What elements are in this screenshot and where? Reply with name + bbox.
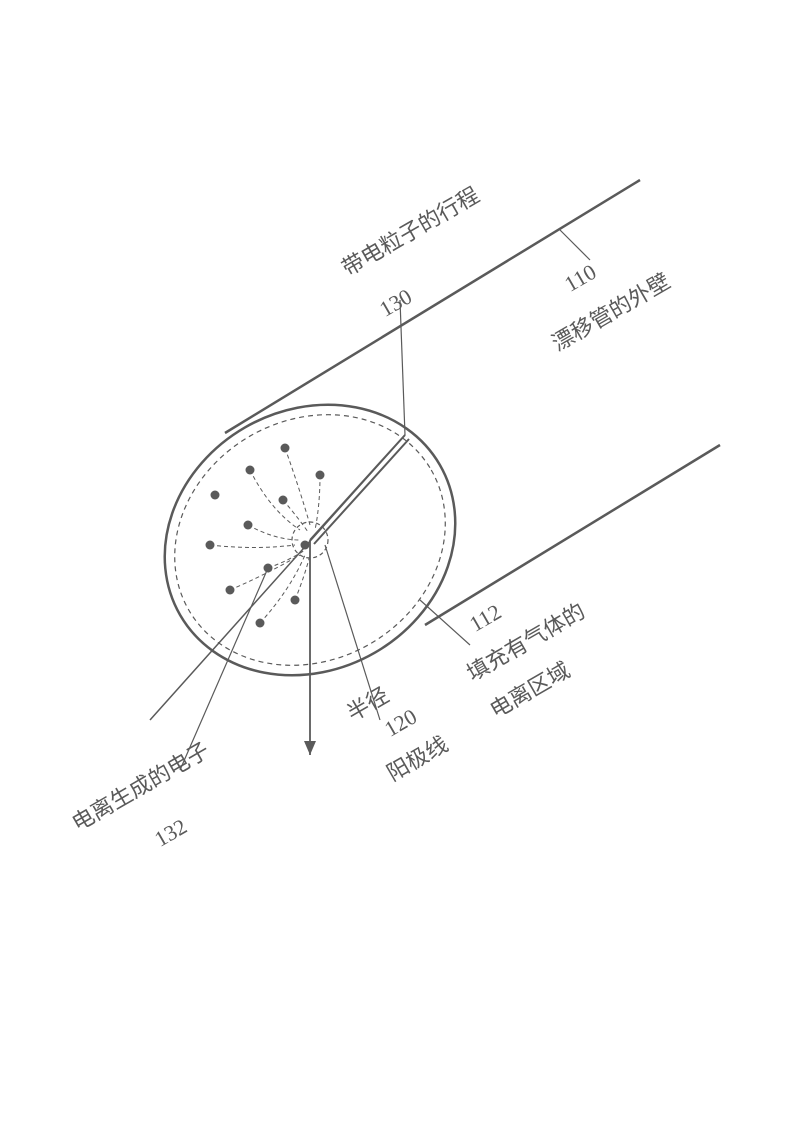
anode-wire-2 — [314, 439, 409, 544]
electron-dot — [291, 596, 300, 605]
anode-wire — [310, 435, 405, 540]
electron-dot — [211, 491, 220, 500]
electron-drift-path — [285, 448, 310, 525]
electron-dot — [279, 496, 288, 505]
electron-drift-path — [315, 475, 320, 530]
radius-arrowhead — [304, 741, 316, 755]
leader-particle — [400, 300, 405, 435]
electron-dot — [301, 541, 310, 550]
electron-dot — [226, 586, 235, 595]
electron-dot — [281, 444, 290, 453]
electron-drift-path — [250, 470, 300, 530]
electron-drift-path — [230, 555, 300, 590]
electron-dot — [256, 619, 265, 628]
electron-dot — [244, 521, 253, 530]
electron-dot — [246, 466, 255, 475]
electron-dot — [316, 471, 325, 480]
electron-drift-path — [210, 545, 295, 548]
electron-dot — [206, 541, 215, 550]
leader-outer-wall — [560, 230, 590, 260]
electron-drift-path — [295, 555, 310, 600]
